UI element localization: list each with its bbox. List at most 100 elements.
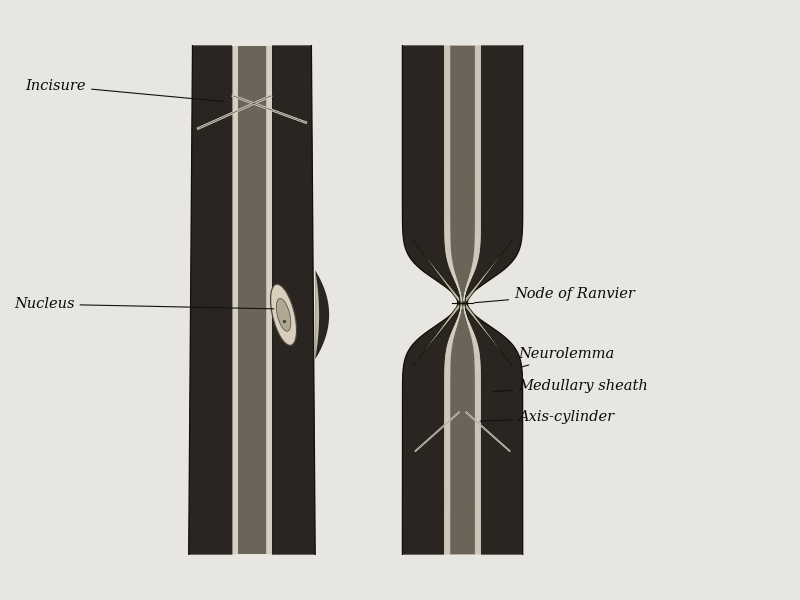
Point — [286, 391, 299, 401]
Point — [401, 539, 414, 549]
Point — [414, 58, 426, 68]
Point — [206, 319, 218, 328]
Point — [402, 370, 415, 380]
Point — [197, 215, 210, 225]
Point — [288, 133, 301, 142]
Point — [272, 360, 285, 370]
Point — [189, 148, 202, 158]
Text: Node of Ranvier: Node of Ranvier — [474, 287, 635, 303]
Point — [504, 460, 517, 470]
Point — [499, 365, 512, 375]
Point — [417, 413, 430, 423]
Point — [266, 59, 279, 69]
Point — [470, 271, 482, 281]
Point — [499, 418, 512, 428]
Point — [515, 448, 528, 457]
Point — [208, 533, 221, 542]
Point — [198, 470, 210, 479]
Point — [192, 197, 205, 206]
Point — [480, 442, 493, 451]
Point — [428, 326, 441, 335]
Point — [414, 244, 427, 254]
Point — [285, 102, 298, 112]
Point — [214, 131, 227, 140]
Point — [272, 344, 285, 354]
Point — [304, 352, 317, 361]
Point — [267, 519, 280, 529]
Point — [423, 216, 436, 226]
Point — [189, 98, 202, 107]
Point — [294, 149, 307, 159]
Point — [428, 381, 441, 391]
Point — [194, 155, 207, 165]
Point — [404, 234, 417, 244]
Point — [406, 194, 418, 203]
Point — [510, 391, 523, 401]
Point — [219, 371, 232, 381]
Point — [403, 137, 416, 147]
Point — [502, 358, 514, 368]
Point — [295, 290, 308, 300]
Point — [423, 494, 436, 503]
Point — [198, 532, 211, 542]
Point — [201, 331, 214, 340]
Point — [503, 476, 516, 485]
Point — [474, 259, 487, 268]
Point — [276, 323, 289, 332]
Point — [269, 523, 282, 532]
Point — [197, 485, 210, 494]
Point — [215, 285, 228, 295]
Point — [194, 515, 207, 524]
Point — [202, 465, 215, 475]
Point — [194, 165, 207, 175]
Point — [400, 53, 413, 62]
Point — [278, 384, 291, 394]
Point — [195, 290, 208, 300]
Point — [270, 476, 282, 486]
Point — [206, 172, 219, 182]
Point — [512, 167, 525, 176]
Point — [298, 203, 311, 213]
Point — [206, 213, 219, 223]
Point — [271, 397, 284, 406]
Point — [224, 232, 237, 241]
Point — [301, 139, 314, 149]
Point — [215, 326, 228, 335]
Point — [489, 134, 502, 144]
Point — [188, 212, 201, 221]
Point — [418, 333, 431, 343]
Point — [207, 349, 220, 358]
Point — [222, 266, 234, 276]
Point — [478, 179, 490, 188]
Point — [507, 407, 520, 416]
Point — [424, 65, 437, 74]
Point — [218, 166, 231, 176]
Point — [282, 338, 294, 348]
Point — [187, 256, 200, 265]
Point — [437, 412, 450, 421]
Point — [210, 278, 222, 288]
Point — [278, 110, 291, 119]
Point — [270, 57, 283, 67]
Point — [410, 140, 422, 149]
Point — [213, 408, 226, 418]
Point — [301, 115, 314, 124]
Point — [282, 295, 295, 305]
Point — [286, 485, 299, 494]
Point — [269, 82, 282, 91]
Point — [199, 538, 212, 547]
Point — [498, 214, 511, 223]
Point — [306, 377, 318, 387]
Point — [474, 272, 486, 282]
Point — [188, 279, 201, 289]
Point — [266, 463, 279, 473]
Point — [479, 271, 492, 281]
Point — [292, 464, 305, 473]
Point — [266, 358, 279, 367]
Point — [302, 184, 314, 194]
Point — [278, 116, 290, 125]
Point — [484, 336, 497, 346]
Point — [192, 430, 205, 440]
Polygon shape — [315, 271, 319, 359]
Point — [478, 488, 491, 498]
